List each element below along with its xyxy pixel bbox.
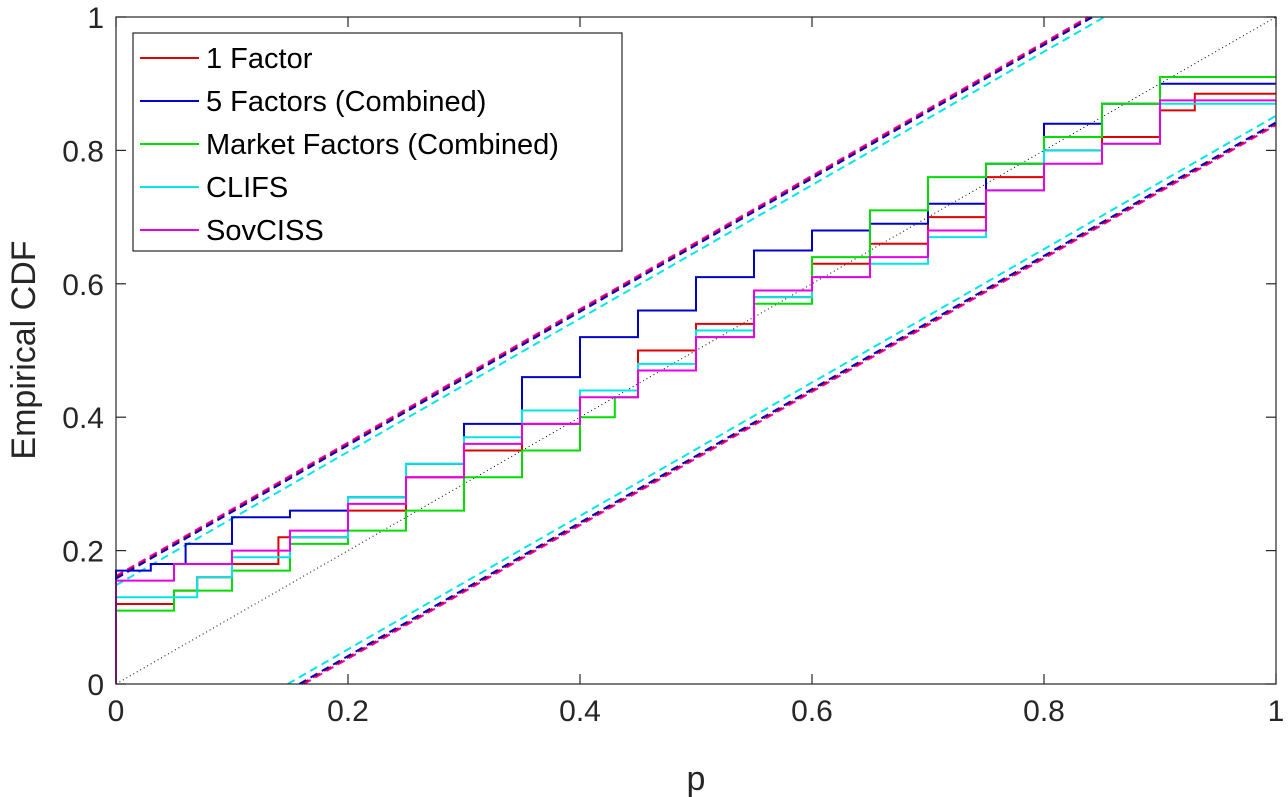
- legend-label-4: SovCISS: [206, 215, 324, 247]
- series-lines: [115, 76, 1276, 684]
- legend-label-3: CLIFS: [206, 172, 288, 204]
- x-tick-label: 0.2: [327, 695, 369, 728]
- y-tick-label: 0.8: [62, 135, 104, 168]
- legend-box: [132, 32, 623, 252]
- lower-band-line-3: [287, 114, 1277, 685]
- confidence-bands: [115, 16, 1277, 685]
- upper-band-line-2: [115, 16, 1094, 580]
- y-axis-label: Empirical CDF: [5, 240, 43, 459]
- lower-band-line-0: [303, 124, 1277, 685]
- lower-band-line-2: [298, 121, 1277, 685]
- x-tick-label: 0.8: [1023, 695, 1065, 728]
- x-tick-label: 0: [108, 695, 125, 728]
- axis-ticks: 0 0.2 0.4 0.6 0.8 1 0 0.2 0.4 0.6 0.8 1: [62, 2, 1284, 728]
- y-tick-label: 0.6: [62, 269, 104, 302]
- x-tick-label: 1: [1268, 695, 1285, 728]
- upper-band-line-0: [115, 16, 1089, 577]
- legend-label-2: Market Factors (Combined): [206, 129, 559, 161]
- lower-band-line-1: [301, 122, 1277, 685]
- y-tick-label: 0.2: [62, 536, 104, 569]
- series-line-4: [115, 99, 1276, 684]
- upper-band-line-1: [115, 16, 1091, 579]
- axes-box: [115, 16, 1277, 685]
- x-tick-label: 0.4: [559, 695, 601, 728]
- legend-label-1: 5 Factors (Combined): [206, 86, 486, 118]
- x-tick-label: 0.6: [791, 695, 833, 728]
- x-axis-label: p: [687, 760, 706, 797]
- upper-band-line-3: [115, 16, 1105, 587]
- y-tick-label: 1: [87, 2, 104, 35]
- legend-label-0: 1 Factor: [206, 43, 313, 75]
- legend: 1 Factor 5 Factors (Combined) Market Facto…: [132, 32, 623, 252]
- y-tick-label: 0.4: [62, 402, 104, 435]
- y-tick-label: 0: [87, 669, 104, 702]
